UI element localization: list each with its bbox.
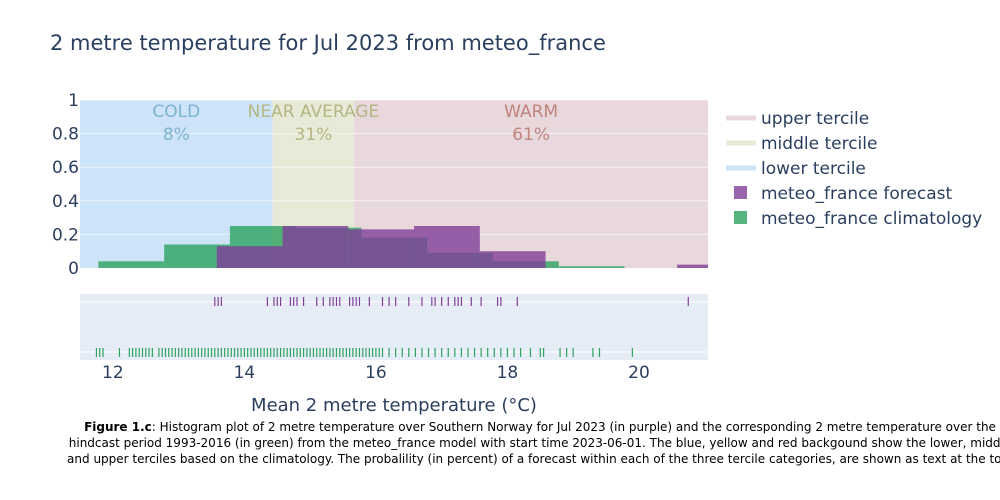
legend-swatch-square (734, 211, 747, 224)
tercile-label-lower: COLD (152, 102, 200, 122)
x-tick-label: 16 (365, 363, 387, 383)
legend-label: lower tercile (761, 159, 866, 179)
tercile-label-upper: WARM (504, 102, 558, 122)
histogram-bars (98, 226, 708, 268)
legend-swatch-square (734, 186, 747, 199)
climatology-bar (164, 244, 230, 268)
y-axis: 0 0.2 0.4 0.6 0.8 1 (52, 91, 79, 279)
x-tick-label: 14 (234, 363, 256, 383)
legend-label: meteo_france forecast (761, 184, 953, 204)
legend-item[interactable]: meteo_france forecast (734, 184, 953, 204)
legend-item[interactable]: middle tercile (726, 134, 877, 154)
forecast-bar (348, 229, 415, 268)
x-tick-label: 12 (102, 363, 124, 383)
forecast-bar (677, 264, 708, 268)
figure-caption: Figure 1.c: Histogram plot of 2 metre te… (60, 419, 1000, 467)
rug-background (80, 294, 708, 360)
forecast-bar (479, 251, 546, 268)
legend-label: middle tercile (761, 134, 877, 154)
forecast-bar (282, 226, 349, 268)
y-tick-label: 0 (68, 259, 79, 279)
chart-title: 2 metre temperature for Jul 2023 from me… (50, 31, 606, 56)
tercile-percent-lower: 8% (163, 125, 190, 145)
x-axis: 12 14 16 18 20 (102, 363, 650, 383)
legend-label: meteo_france climatology (761, 209, 982, 229)
legend: upper tercile middle tercile lower tercile… (726, 109, 982, 229)
climatology-bar (98, 261, 165, 268)
y-tick-label: 0.4 (52, 192, 79, 212)
caption-text: : Histogram plot of 2 metre temperature … (67, 420, 1000, 466)
tercile-labels: COLD 8% NEAR AVERAGE 31% WARM 61% (152, 102, 558, 145)
y-tick-label: 0.2 (52, 225, 79, 245)
forecast-bar (414, 226, 480, 268)
legend-item[interactable]: lower tercile (726, 159, 866, 179)
climatology-bar (558, 266, 625, 268)
y-tick-label: 0.8 (52, 125, 79, 145)
legend-item[interactable]: meteo_france climatology (734, 209, 982, 229)
x-axis-label: Mean 2 metre temperature (°C) (251, 395, 537, 416)
tercile-percent-upper: 61% (512, 125, 550, 145)
legend-item[interactable]: upper tercile (726, 109, 869, 129)
y-tick-label: 0.6 (52, 158, 79, 178)
forecast-bar (216, 246, 283, 268)
y-tick-label: 1 (68, 91, 79, 111)
caption-label: Figure 1.c (84, 420, 152, 434)
tercile-percent-middle: 31% (295, 125, 333, 145)
x-tick-label: 18 (497, 363, 519, 383)
rug-plot (80, 294, 708, 360)
x-tick-label: 20 (628, 363, 650, 383)
legend-label: upper tercile (761, 109, 869, 129)
tercile-label-middle: NEAR AVERAGE (248, 102, 380, 122)
